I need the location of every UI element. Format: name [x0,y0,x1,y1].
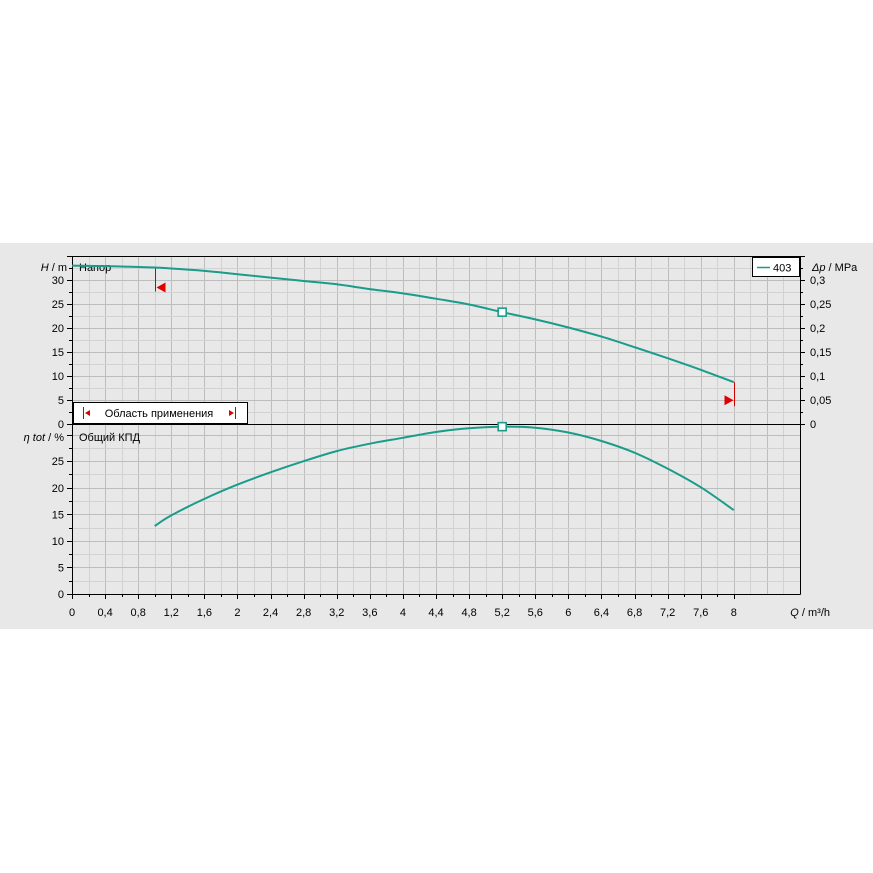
x-tick-label: 2,8 [296,607,311,619]
efficiency-panel-title: Общий КПД [79,432,141,444]
head-curve-403 [71,264,735,384]
x-tick-label: 6 [565,607,571,619]
x-tick-label: 2,4 [263,607,278,619]
efficiency-y-tick-label: 25 [52,456,64,468]
x-tick-label: 8 [731,607,737,619]
x-tick-label: 3,2 [329,607,344,619]
efficiency-y-tick-label: 15 [52,509,64,521]
pressure-y-tick-label: 0,05 [810,395,831,407]
head-y-tick-label: 20 [52,323,64,335]
head-y-tick-label: 10 [52,371,64,383]
efficiency-y-tick-label: 0 [58,589,64,601]
head-y-tick-label: 0 [58,419,64,431]
legend-box [752,257,800,277]
efficiency-y-axis-title: η tot / % [24,432,65,444]
pressure-y-tick-label: 0,25 [810,299,831,311]
x-tick-label: 4 [400,607,406,619]
x-tick-label: 5,2 [495,607,510,619]
efficiency-operating-point [497,421,507,432]
x-tick-label: 6,4 [594,607,609,619]
x-tick-label: 2 [234,607,240,619]
x-tick-label: 0,8 [131,607,146,619]
operating-range-left-arrow [85,410,90,416]
head-y-tick-label: 5 [58,395,64,407]
operating-range-box [73,402,248,424]
efficiency-y-tick-label: 10 [52,536,64,548]
pressure-y-tick-label: 0,1 [810,371,825,383]
efficiency-curve-403 [154,425,735,527]
x-tick-label: 4,8 [461,607,476,619]
x-tick-label: 5,6 [528,607,543,619]
x-tick-label: 1,2 [164,607,179,619]
head-panel-title: Напор [79,262,111,274]
x-tick-label: 7,2 [660,607,675,619]
operating-range-label: Область применения [105,408,214,420]
range-max-arrow [724,395,734,406]
x-tick-label: 0,4 [97,607,112,619]
x-tick-label: 1,6 [197,607,212,619]
range-min-arrow [156,282,166,293]
pressure-y-axis-title: Δp / MPa [811,262,858,274]
efficiency-y-tick-label: 5 [58,562,64,574]
pressure-y-tick-label: 0,2 [810,323,825,335]
x-tick-label: 0 [69,607,75,619]
head-y-tick-label: 30 [52,275,64,287]
x-axis-title: Q / m³/h [790,607,830,619]
x-tick-label: 3,6 [362,607,377,619]
x-tick-label: 6,8 [627,607,642,619]
pressure-y-tick-label: 0 [810,419,816,431]
pump-curve-chart: 0 5 10 15 20 25 30 0 0,05 0,1 0,15 0,2 0,25 0,3 0 5 10 15… [0,243,873,629]
head-y-tick-label: 15 [52,347,64,359]
chart-canvas: 05101520253000,050,10,150,20,250,3051015… [24,256,858,619]
x-tick-label: 7,6 [693,607,708,619]
pressure-y-tick-label: 0,15 [810,347,831,359]
head-y-tick-label: 25 [52,299,64,311]
legend-label: 403 [773,263,791,275]
head-y-axis-title: H / m [41,262,67,274]
pressure-y-tick-label: 0,3 [810,275,825,287]
x-tick-label: 4,4 [428,607,443,619]
head-operating-point [497,307,507,317]
efficiency-y-tick-label: 20 [52,483,64,495]
operating-range-right-arrow [229,410,234,416]
